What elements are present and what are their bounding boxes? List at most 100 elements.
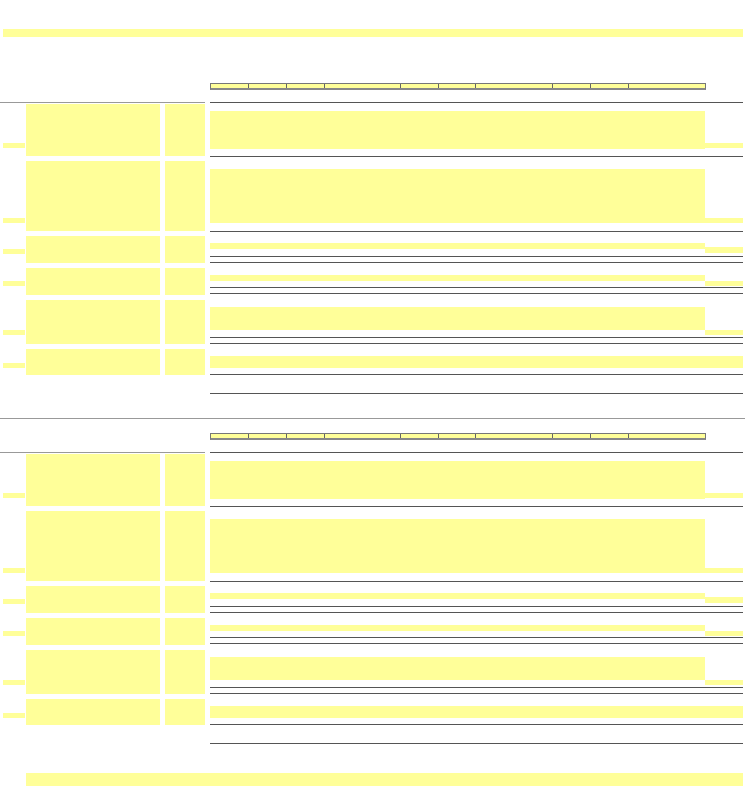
- row-divider: [210, 612, 743, 613]
- column-header-cell[interactable]: [476, 84, 554, 88]
- row-divider: [210, 743, 743, 744]
- row-marker-left: [3, 631, 25, 636]
- row-label-placeholder[interactable]: [26, 104, 160, 156]
- column-header-cell[interactable]: [287, 434, 325, 438]
- row-divider: [210, 724, 743, 725]
- row-marker-left: [3, 218, 25, 223]
- row-marker-left: [3, 363, 25, 368]
- row-divider: [210, 581, 743, 582]
- row-divider: [210, 693, 743, 694]
- row-marker-right: [705, 631, 743, 636]
- row-sublabel-placeholder: [165, 511, 205, 581]
- row-divider: [210, 156, 743, 157]
- column-header-cell[interactable]: [287, 84, 325, 88]
- row-label-placeholder[interactable]: [26, 511, 160, 581]
- row-divider: [210, 343, 743, 344]
- row-content-placeholder: [210, 275, 705, 281]
- row-marker-left: [3, 599, 25, 604]
- row-content-placeholder: [210, 625, 705, 631]
- column-header-cell[interactable]: [553, 434, 592, 438]
- row-label-placeholder[interactable]: [26, 586, 160, 613]
- column-header-cell[interactable]: [211, 84, 249, 88]
- row-divider: [210, 231, 743, 232]
- row-sublabel-placeholder: [165, 161, 205, 231]
- row-marker-left: [3, 493, 25, 498]
- row-marker-right: [705, 218, 743, 223]
- row-divider: [210, 293, 743, 294]
- row-sublabel-placeholder: [165, 300, 205, 344]
- row-content-placeholder: [210, 461, 705, 499]
- row-sublabel-placeholder: [165, 268, 205, 295]
- row-label-placeholder[interactable]: [26, 349, 160, 375]
- row-divider: [210, 393, 743, 394]
- column-header-cell[interactable]: [439, 434, 477, 438]
- section-divider: [210, 452, 743, 453]
- row-marker-left: [3, 568, 25, 573]
- row-content-placeholder: [210, 307, 705, 330]
- row-divider: [210, 262, 743, 263]
- row-sublabel-placeholder: [165, 618, 205, 645]
- row-marker-right: [705, 493, 743, 498]
- column-header-cell[interactable]: [249, 434, 287, 438]
- column-header-cell[interactable]: [249, 84, 287, 88]
- row-marker-left: [3, 143, 25, 148]
- row-divider: [210, 287, 743, 288]
- column-header-cell[interactable]: [476, 434, 554, 438]
- row-label-placeholder[interactable]: [26, 454, 160, 506]
- row-content-placeholder: [210, 593, 705, 599]
- row-marker-right: [705, 281, 743, 286]
- row-sublabel-placeholder: [165, 699, 205, 725]
- column-header-strip: [210, 433, 706, 440]
- column-header-cell[interactable]: [325, 84, 401, 88]
- row-divider: [210, 637, 743, 638]
- row-content-placeholder: [210, 706, 743, 718]
- row-label-placeholder[interactable]: [26, 236, 160, 263]
- column-header-cell[interactable]: [401, 84, 439, 88]
- row-divider: [210, 374, 743, 375]
- column-header-cell[interactable]: [401, 434, 439, 438]
- row-divider: [210, 687, 743, 688]
- row-marker-left: [3, 713, 25, 718]
- column-header-cell[interactable]: [553, 84, 592, 88]
- row-divider: [210, 643, 743, 644]
- column-header-cell[interactable]: [591, 434, 630, 438]
- row-marker-left: [3, 281, 25, 286]
- row-content-placeholder: [210, 169, 705, 223]
- column-header-cell[interactable]: [211, 434, 249, 438]
- row-content-placeholder: [210, 243, 705, 249]
- bottom-banner-placeholder: [26, 773, 743, 786]
- row-content-placeholder: [210, 519, 705, 573]
- row-divider: [210, 506, 743, 507]
- row-sublabel-placeholder: [165, 104, 205, 156]
- row-label-placeholder[interactable]: [26, 268, 160, 295]
- column-header-cell[interactable]: [325, 434, 401, 438]
- column-header-cell[interactable]: [591, 84, 630, 88]
- column-header-cell[interactable]: [629, 84, 705, 88]
- section-divider-left: [0, 452, 205, 453]
- row-label-placeholder[interactable]: [26, 300, 160, 344]
- row-label-placeholder[interactable]: [26, 618, 160, 645]
- row-divider: [210, 256, 743, 257]
- row-marker-right: [705, 568, 743, 573]
- section-divider: [210, 102, 743, 103]
- row-label-placeholder[interactable]: [26, 650, 160, 694]
- row-content-placeholder: [210, 657, 705, 680]
- row-sublabel-placeholder: [165, 650, 205, 694]
- row-divider: [210, 337, 743, 338]
- row-sublabel-placeholder: [165, 236, 205, 263]
- row-marker-right: [705, 597, 743, 603]
- row-marker-left: [3, 680, 25, 685]
- row-marker-left: [3, 249, 25, 254]
- column-header-cell[interactable]: [629, 434, 705, 438]
- row-sublabel-placeholder: [165, 454, 205, 506]
- row-sublabel-placeholder: [165, 586, 205, 613]
- section-separator: [0, 418, 745, 419]
- row-marker-left: [3, 330, 25, 335]
- row-divider: [210, 606, 743, 607]
- row-marker-right: [705, 680, 743, 685]
- row-label-placeholder[interactable]: [26, 699, 160, 725]
- row-content-placeholder: [210, 356, 743, 368]
- column-header-cell[interactable]: [439, 84, 477, 88]
- row-label-placeholder[interactable]: [26, 161, 160, 231]
- row-marker-right: [705, 247, 743, 253]
